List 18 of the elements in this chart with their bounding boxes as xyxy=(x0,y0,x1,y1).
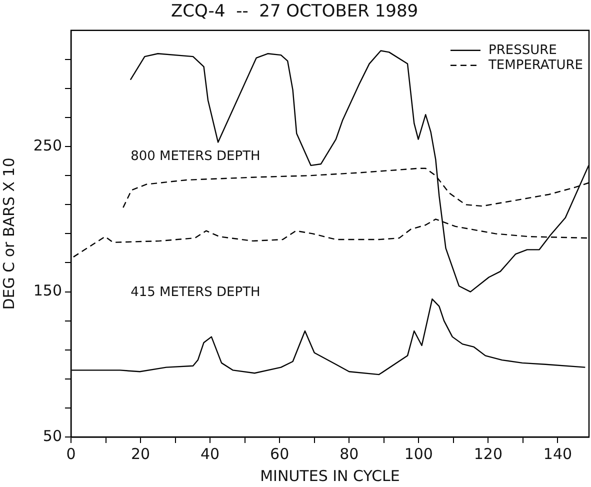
x-tick-label: 60 xyxy=(270,444,290,463)
y-tick-label: 50 xyxy=(42,426,62,445)
chart-title: ZCQ-4 -- 27 OCTOBER 1989 xyxy=(170,2,418,22)
x-tick-label: 40 xyxy=(200,444,220,463)
y-tick-label: 150 xyxy=(33,282,62,300)
y-tick-label: 250 xyxy=(33,136,62,154)
y-axis-title: DEG C or BARS X 10 xyxy=(0,158,18,310)
x-tick-label: 140 xyxy=(543,444,572,463)
annotation: 800 METERS DEPTH xyxy=(130,148,260,164)
x-axis-title: MINUTES IN CYCLE xyxy=(260,466,400,485)
annotation: 415 METERS DEPTH xyxy=(130,285,260,300)
x-tick-label: 0 xyxy=(66,444,76,463)
legend-label: PRESSURE xyxy=(488,42,557,58)
x-tick-label: 80 xyxy=(340,444,359,463)
x-tick-label: 100 xyxy=(404,444,433,463)
legend-label: TEMPERATURE xyxy=(487,58,584,73)
x-tick-label: 120 xyxy=(474,444,502,463)
x-tick-label: 20 xyxy=(130,444,150,463)
